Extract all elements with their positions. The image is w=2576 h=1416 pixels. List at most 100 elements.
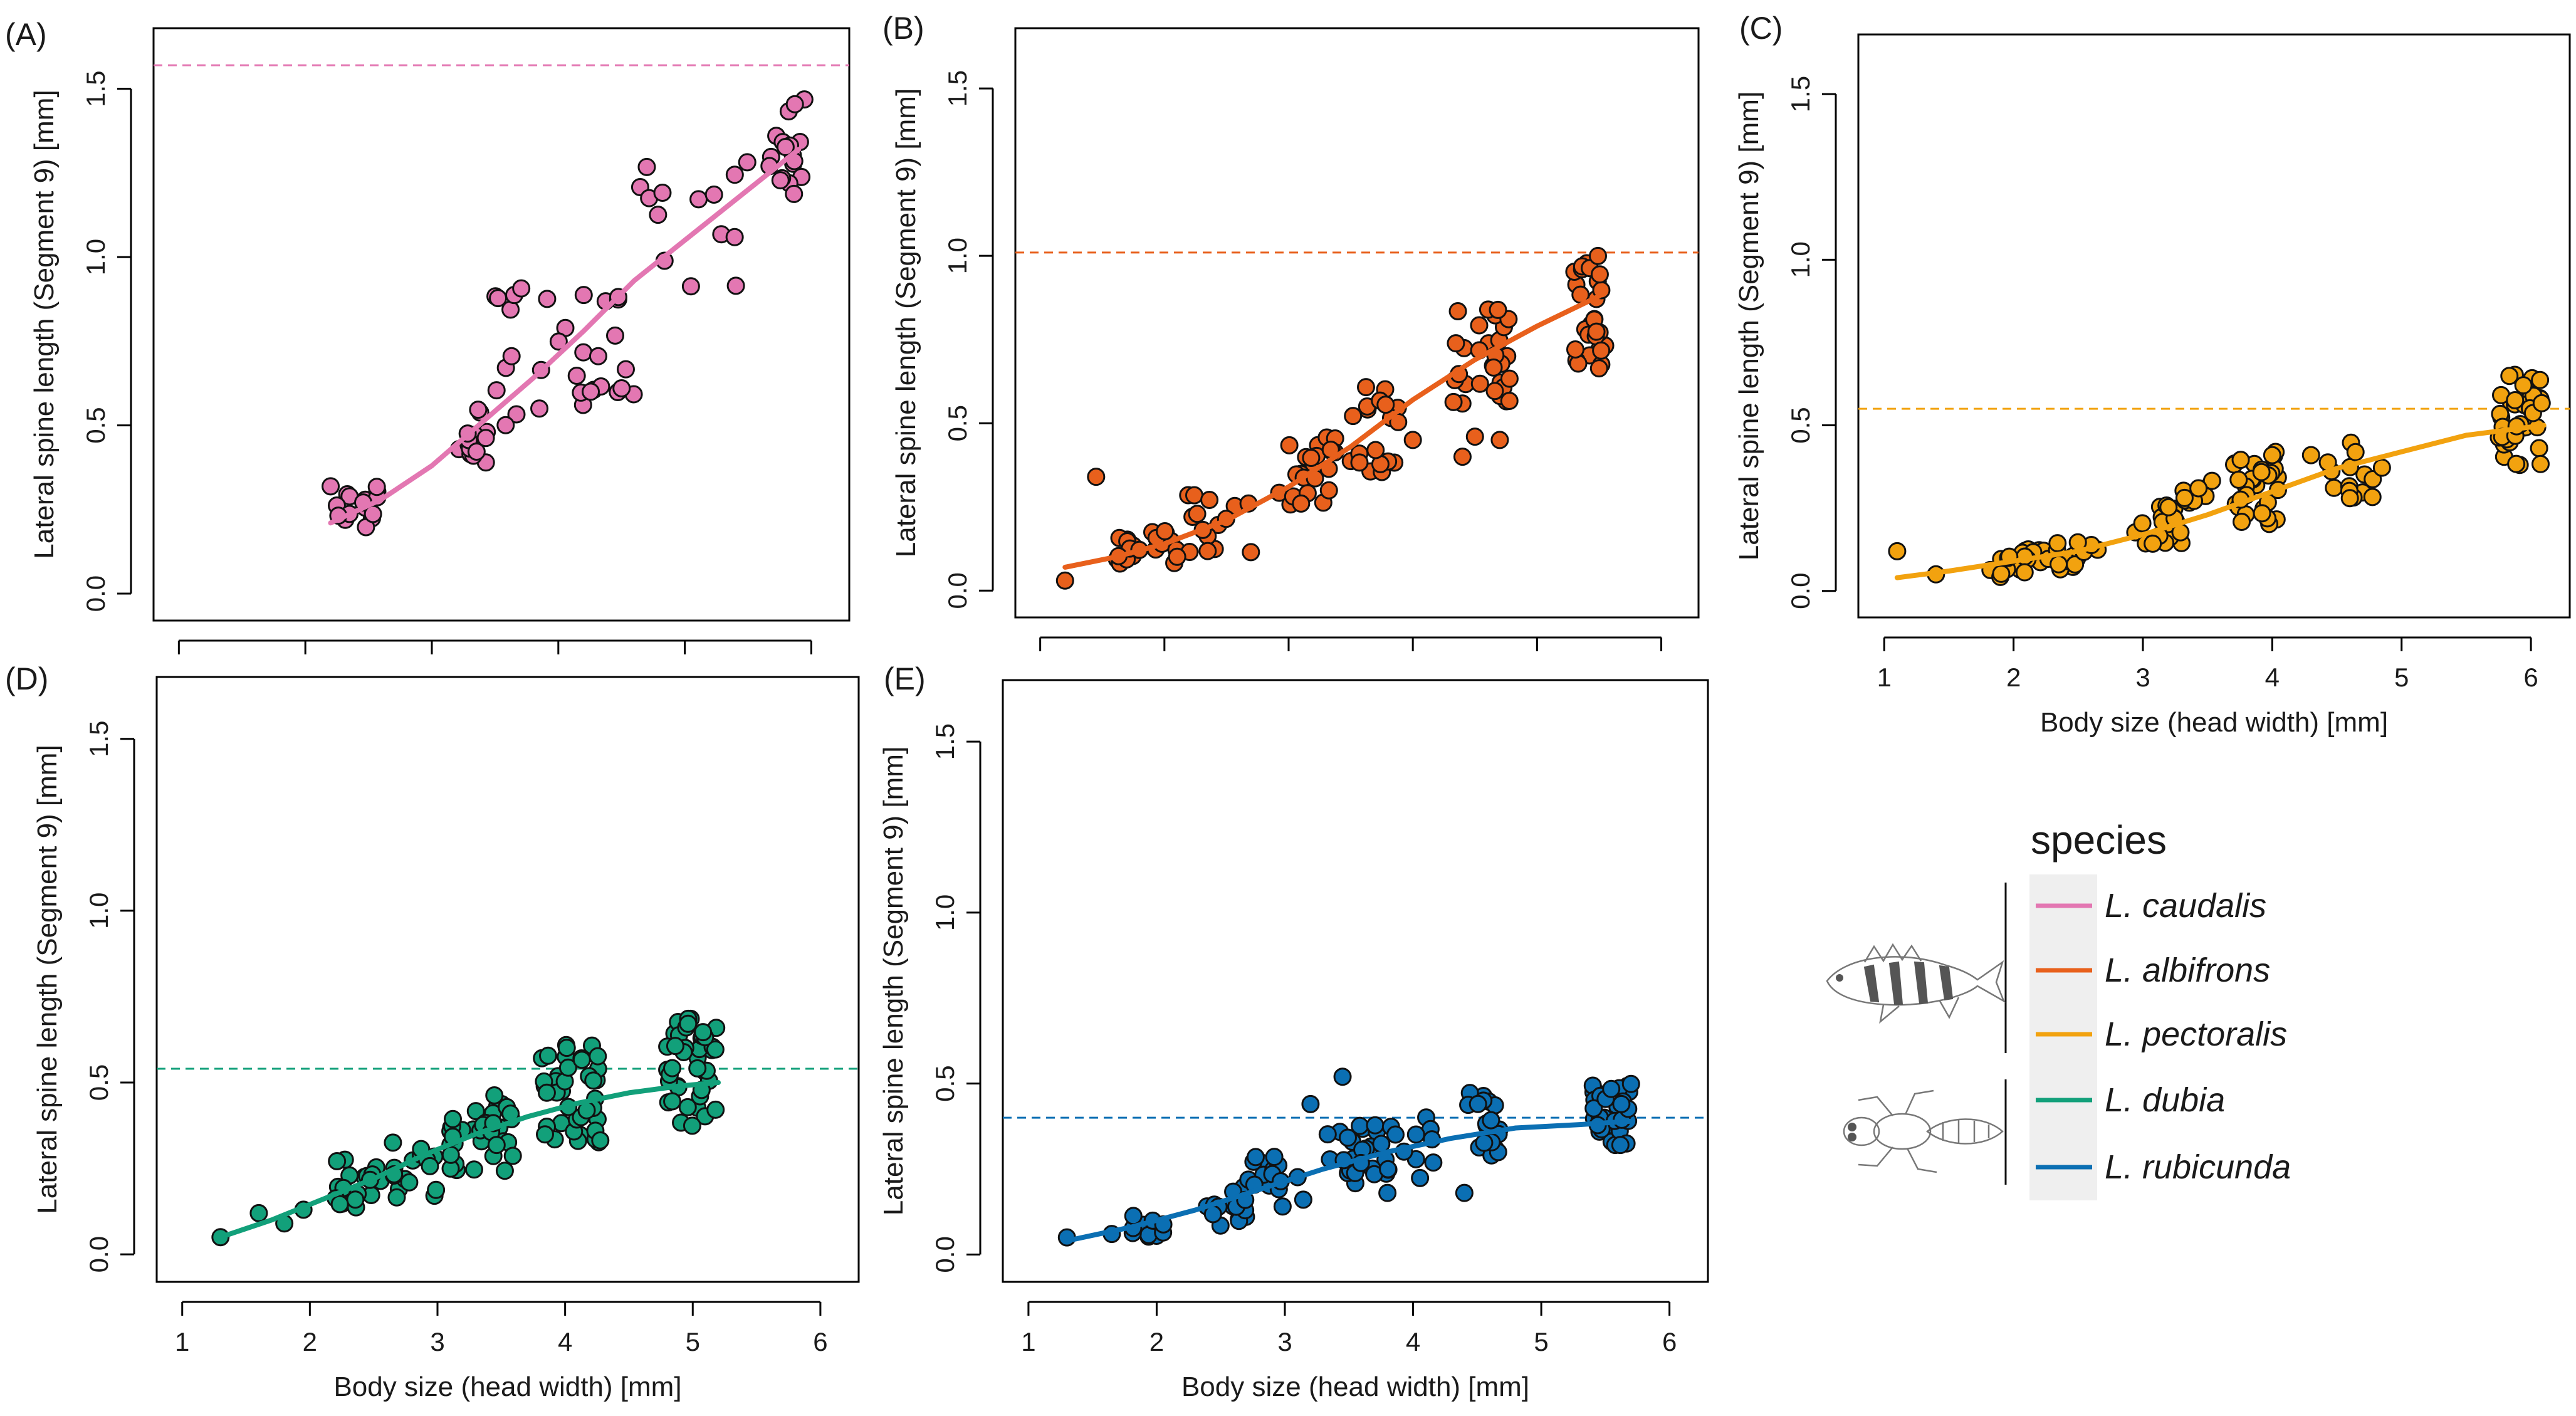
panel-letter: (D) [5,661,48,696]
data-point [706,1040,725,1059]
x-tick-label: 1 [175,1327,189,1356]
data-point [683,1116,701,1135]
data-point [2532,394,2551,412]
chart-panel-5: (E) 0.0 0.5 1.0 1.5 Lateral spine length (Seg… [878,661,1709,1402]
data-point [1465,427,1484,446]
data-point [1318,1125,1337,1144]
data-point [249,1204,268,1222]
data-point [681,277,700,296]
data-point [421,1156,439,1175]
data-point [725,165,744,184]
data-point [1273,1197,1292,1216]
legend-title: species [2031,817,2167,863]
fit-curve [1064,1118,1634,1244]
data-point [1366,441,1385,459]
fit-curve [328,147,802,526]
data-point [1338,1128,1357,1147]
data-point [2531,370,2550,389]
data-point [2231,451,2250,469]
data-point [1302,448,1321,467]
species-legend: species L. caudalis L. albifrons L. pector… [1826,817,2291,1200]
fit-curve [1894,422,2547,580]
data-point [1246,1148,1265,1167]
data-point [574,286,593,305]
data-point [706,1100,725,1119]
legend-label: L. albifrons [2105,952,2270,989]
x-tick-label: 4 [558,1327,572,1356]
y-axis-title: Lateral spine length (Segment 9) [mm] [1734,92,1764,560]
y-tick-label: 0.5 [84,1064,113,1101]
panel-letter: (C) [1739,11,1783,46]
data-point [346,1190,365,1209]
y-tick-label: 1.0 [943,238,972,274]
data-point [1475,1133,1494,1152]
data-point [612,379,631,398]
y-axis-title: Lateral spine length (Segment 9) [mm] [32,745,63,1214]
data-point [485,1086,504,1104]
data-point [688,1059,707,1078]
data-point [2175,488,2194,507]
y-tick-label: 0.5 [1786,407,1815,443]
data-point [1602,1079,1621,1098]
data-point [495,1162,514,1180]
data-points [322,90,814,537]
legend-label: L. pectoralis [2105,1015,2287,1053]
y-tick-label: 1.5 [81,70,110,107]
data-point [1447,334,1465,353]
data-point [666,1037,684,1056]
data-point [1482,1111,1500,1130]
data-point [726,276,745,295]
data-points [1057,1067,1640,1247]
data-point [1366,1116,1385,1135]
plot-frame [1014,27,1700,619]
chart-panel-2: (B) 0.0 0.5 1.0 1.5 Lateral spine length (Seg… [882,11,1700,651]
data-point [2202,471,2221,490]
x-tick-label: 5 [2394,663,2409,692]
data-point [2229,470,2248,489]
y-tick-label: 0.5 [943,405,972,441]
data-point [1350,453,1369,472]
y-tick-label: 0.5 [930,1065,960,1101]
data-point [538,290,557,308]
data-point [738,153,757,172]
data-point [2252,463,2271,481]
y-tick-label: 0.0 [81,575,110,612]
y-tick-label: 1.0 [930,894,960,931]
fish-predator-icon [1826,943,2006,1024]
data-point [503,1146,522,1165]
y-axis-title: Lateral spine length (Segment 9) [mm] [878,747,909,1215]
data-point [1566,340,1584,359]
data-point [582,382,600,401]
x-tick-label: 3 [430,1327,444,1356]
fit-curve [217,1080,721,1240]
data-point [2506,391,2525,410]
x-tick-label: 2 [1149,1327,1164,1356]
y-tick-label: 0.0 [1786,573,1815,609]
data-point [1333,1067,1352,1086]
data-point [2253,504,2271,523]
y-axis-title: Lateral spine length (Segment 9) [mm] [891,88,921,557]
chart-panel-1: (A) 0.0 0.5 1.0 1.5 Lateral spine length (Seg… [5,17,851,654]
data-point [1356,378,1375,397]
data-point [538,1046,557,1065]
data-point [1406,1125,1425,1144]
data-point [637,157,656,176]
data-point [704,185,723,204]
legend-label: L. dubia [2105,1081,2225,1119]
x-tick-label: 1 [1021,1327,1035,1356]
data-point [584,1071,603,1090]
data-point [427,1180,446,1199]
data-point [466,1102,485,1121]
data-point [467,442,486,461]
dragonfly-larva-predator-icon [1843,1089,2004,1173]
data-point [2531,454,2550,473]
data-point [330,1195,349,1214]
data-point [469,401,488,419]
data-point [1087,468,1106,486]
legend-background [2029,874,2097,1200]
data-point [678,1098,697,1116]
data-point [1587,322,1606,341]
data-point [1055,571,1074,590]
data-point [2048,534,2067,553]
